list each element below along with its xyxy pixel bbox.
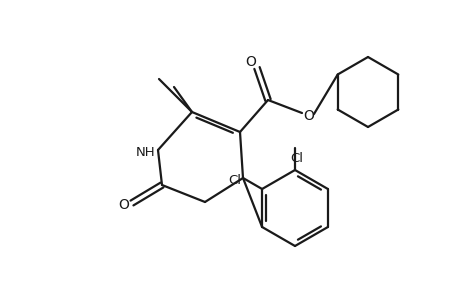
Text: Cl: Cl	[290, 152, 303, 164]
Text: O: O	[118, 198, 129, 212]
Text: Cl: Cl	[228, 173, 241, 187]
Text: O: O	[245, 55, 256, 69]
Text: NH: NH	[136, 146, 156, 158]
Text: O: O	[303, 109, 314, 123]
